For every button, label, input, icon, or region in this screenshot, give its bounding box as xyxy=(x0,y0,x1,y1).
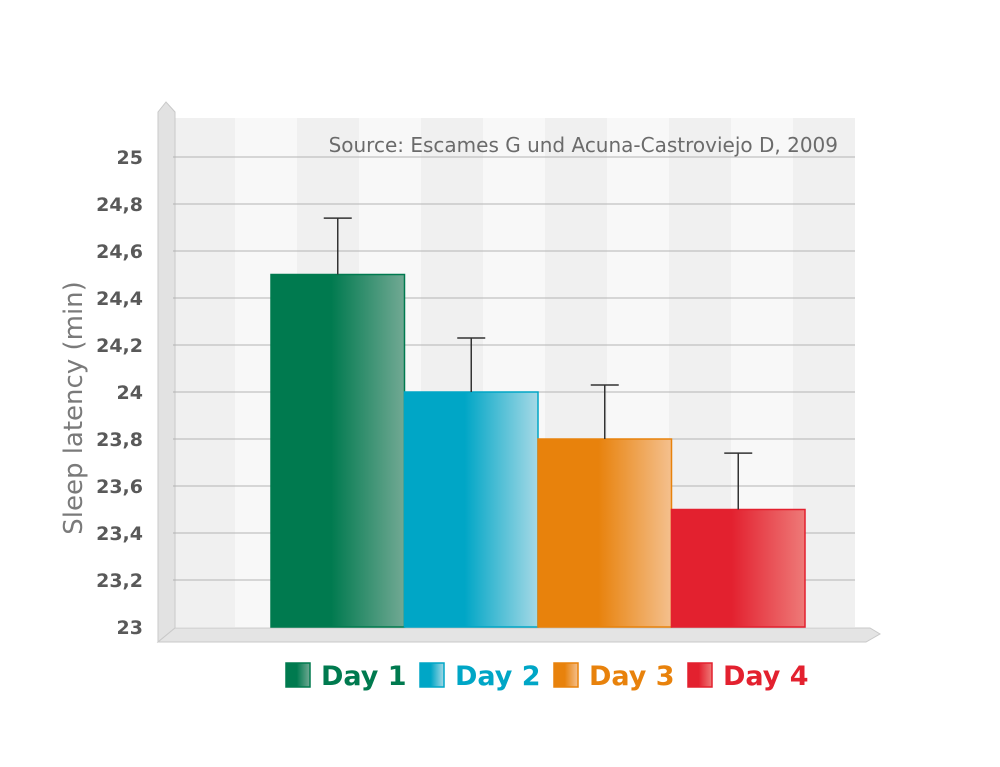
bar-day-3 xyxy=(537,438,673,628)
y-tick-label: 24,6 xyxy=(96,241,143,263)
y-tick-label: 23,8 xyxy=(96,429,143,451)
y-tick-label: 24,2 xyxy=(96,335,143,357)
error-bar-day-1 xyxy=(323,217,352,275)
y-tick-label: 24,4 xyxy=(96,288,143,310)
bar-day-4 xyxy=(670,508,806,628)
error-bar-day-3 xyxy=(590,384,619,439)
legend-swatch xyxy=(687,662,713,688)
y-tick-label: 25 xyxy=(117,147,143,169)
bar-day-1 xyxy=(270,273,406,628)
y-tick-label: 23 xyxy=(117,617,143,639)
legend-label: Day 2 xyxy=(455,661,541,692)
error-bar-day-4 xyxy=(724,452,753,510)
legend-label: Day 4 xyxy=(723,661,809,692)
legend-item-day-1: Day 1 xyxy=(285,661,407,692)
y-tick-label: 24,8 xyxy=(96,194,143,216)
legend: Day 1 Day 2 Day 3 Day 4 xyxy=(285,661,809,692)
legend-label: Day 3 xyxy=(589,661,675,692)
y-tick-labels: 23 23,2 23,4 23,6 23,8 24 24,2 24,4 24,6 24,8 25 xyxy=(96,147,143,639)
legend-swatch xyxy=(285,662,311,688)
axis-frame xyxy=(156,101,881,644)
y-tick-label: 23,4 xyxy=(96,523,143,545)
y-tick-label: 24 xyxy=(117,382,143,404)
legend-item-day-3: Day 3 xyxy=(553,661,675,692)
legend-item-day-2: Day 2 xyxy=(419,661,541,692)
legend-item-day-4: Day 4 xyxy=(687,661,809,692)
bar-day-2 xyxy=(403,391,539,628)
bars xyxy=(270,273,806,628)
source-annotation: Source: Escames G und Acuna-Castroviejo … xyxy=(329,133,838,157)
legend-label: Day 1 xyxy=(321,661,407,692)
y-axis-label: Sleep latency (min) xyxy=(59,281,89,535)
legend-swatch xyxy=(419,662,445,688)
error-bars xyxy=(323,217,753,510)
y-tick-label: 23,6 xyxy=(96,476,143,498)
error-bar-day-2 xyxy=(457,337,486,392)
legend-swatch xyxy=(553,662,579,688)
y-tick-label: 23,2 xyxy=(96,570,143,592)
